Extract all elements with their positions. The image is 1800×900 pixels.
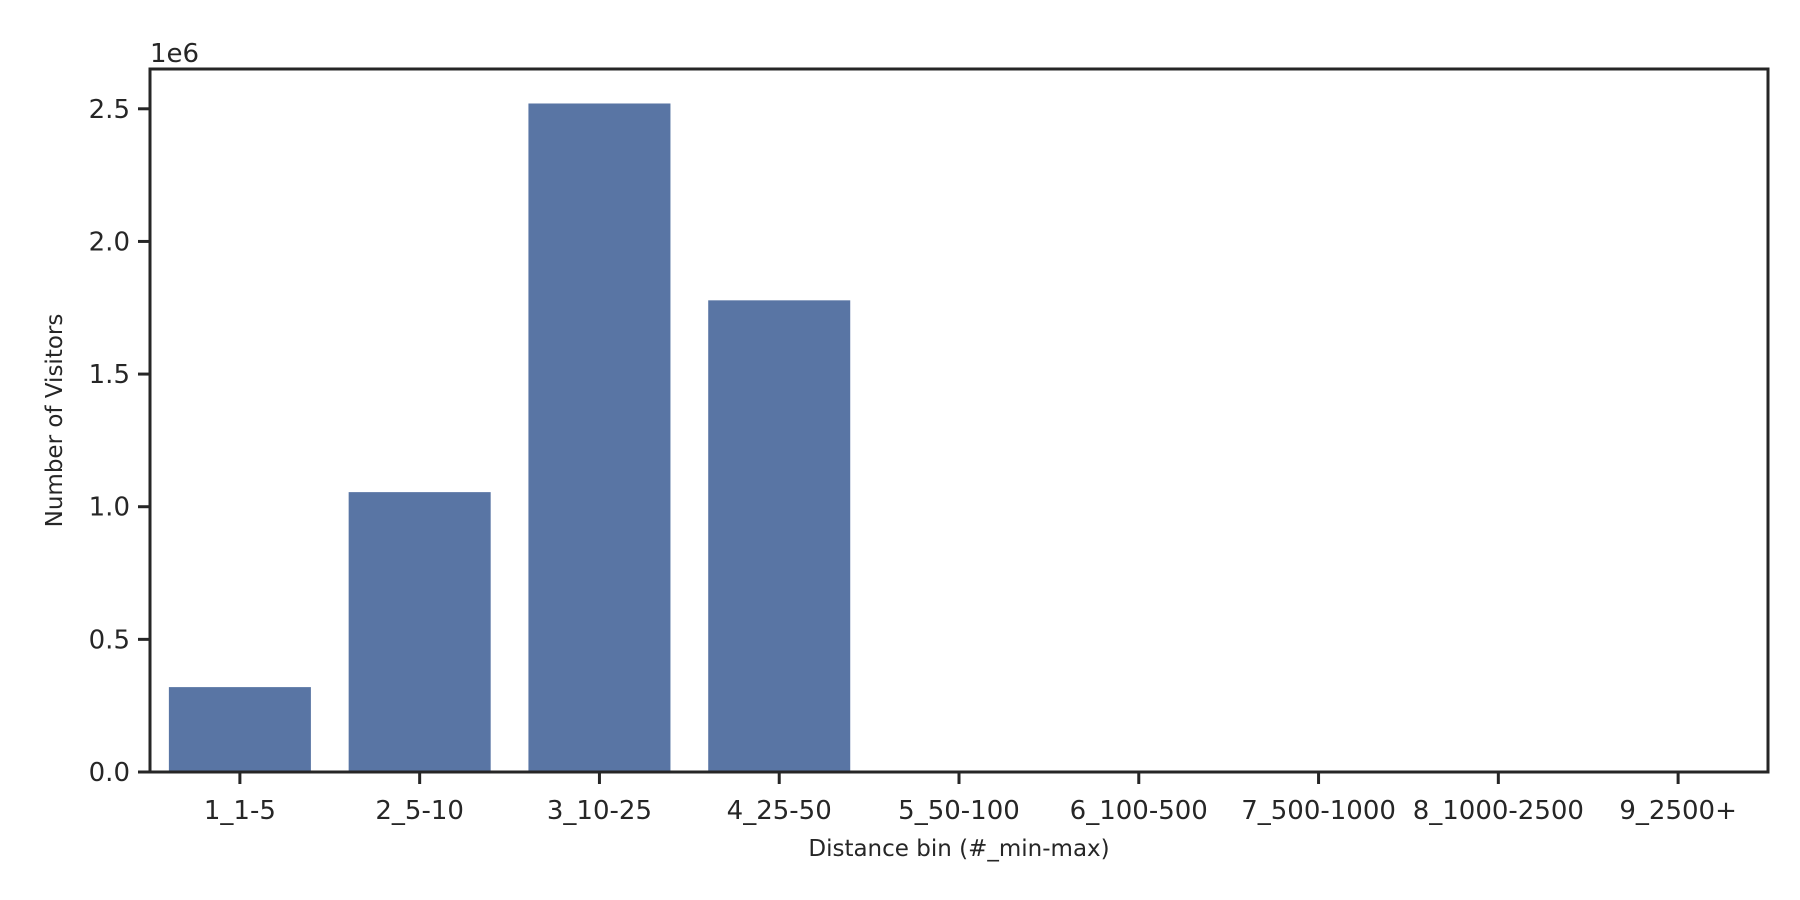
bar-1_1-5: [168, 687, 311, 772]
y-axis-label: Number of Visitors: [42, 314, 68, 528]
plot-frame: [148, 67, 1770, 774]
y-axis-ticks: 0.0 0.5 1.0 1.5 2.0 2.5: [89, 95, 150, 788]
x-tick-label: 7_500-1000: [1241, 796, 1396, 826]
bar-4_25-50: [708, 300, 851, 772]
x-tick-label: 9_2500+: [1619, 796, 1737, 826]
x-tick-label: 8_1000-2500: [1413, 796, 1584, 826]
x-tick-label: 2_5-10: [375, 796, 464, 826]
bar-3_10-25: [528, 103, 671, 772]
y-tick-label: 0.5: [89, 625, 130, 655]
x-tick-label: 5_50-100: [898, 796, 1020, 826]
y-tick-label: 2.0: [89, 227, 130, 257]
bars-group: [168, 103, 851, 772]
y-tick-label: 1.5: [89, 360, 130, 390]
y-tick-label: 1.0: [89, 493, 130, 523]
x-axis-ticks: 1_1-5 2_5-10 3_10-25 4_25-50 5_50-100 6_100-5…: [204, 772, 1737, 826]
x-tick-label: 3_10-25: [547, 796, 652, 826]
y-tick-label: 2.5: [89, 95, 130, 125]
x-axis-label: Distance bin (#_min-max): [808, 836, 1109, 862]
y-tick-label: 0.0: [89, 758, 130, 788]
x-tick-label: 4_25-50: [727, 796, 832, 826]
x-tick-label: 6_100-500: [1070, 796, 1208, 826]
y-offset-label: 1e6: [150, 39, 199, 69]
bar-2_5-10: [348, 492, 491, 772]
x-tick-label: 1_1-5: [204, 796, 276, 826]
